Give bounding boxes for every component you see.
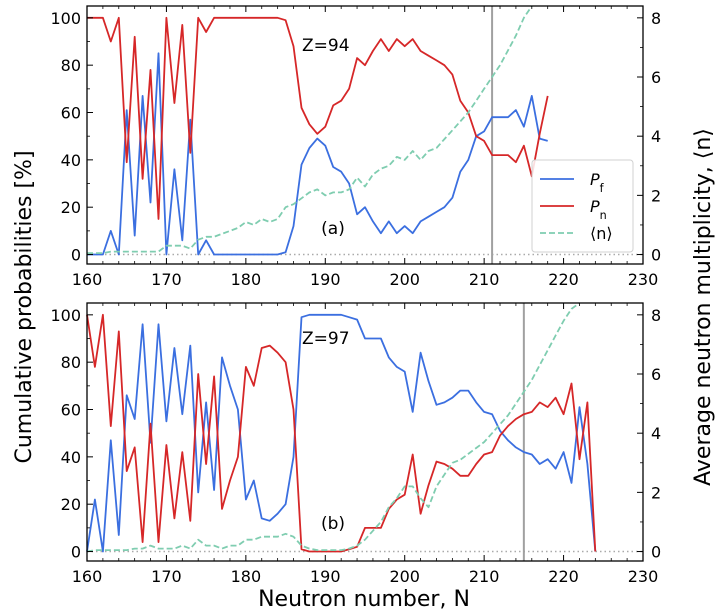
y-left-tick-label: 100 xyxy=(50,9,81,28)
y-left-tick-label: 100 xyxy=(50,306,81,325)
legend-box xyxy=(531,159,634,253)
legend-label-1: Pn xyxy=(590,197,607,222)
x-tick-label: 190 xyxy=(310,270,341,289)
y-left-tick-label: 80 xyxy=(61,56,81,75)
x-tick-label: 200 xyxy=(389,567,420,586)
x-tick-label: 230 xyxy=(628,567,659,586)
y-right-tick-label: 8 xyxy=(651,9,661,28)
x-tick-label: 160 xyxy=(72,270,103,289)
y-right-tick-label: 6 xyxy=(651,68,661,87)
y-left-tick-label: 60 xyxy=(61,104,81,123)
y-left-tick-label: 0 xyxy=(71,543,81,562)
y-left-tick-label: 60 xyxy=(61,401,81,420)
x-tick-label: 220 xyxy=(548,270,579,289)
x-tick-label: 220 xyxy=(548,567,579,586)
annotation-z: Z=94 xyxy=(302,36,350,56)
legend-label-0: Pf xyxy=(590,170,605,195)
x-tick-label: 210 xyxy=(469,567,500,586)
x-tick-label: 170 xyxy=(151,270,182,289)
x-tick-label: 210 xyxy=(469,270,500,289)
ylabel-left: Cumulative probabilities [%] xyxy=(12,150,37,463)
xlabel: Neutron number, N xyxy=(258,587,470,612)
legend-label-2: ⟨n⟩ xyxy=(590,224,613,243)
y-left-tick-label: 40 xyxy=(61,151,81,170)
x-tick-label: 200 xyxy=(389,270,420,289)
plot-frame xyxy=(86,5,644,265)
y-right-tick-label: 4 xyxy=(651,127,661,146)
y-right-tick-label: 8 xyxy=(651,306,661,325)
x-tick-label: 160 xyxy=(72,567,103,586)
x-tick-label: 180 xyxy=(231,270,262,289)
y-left-tick-label: 20 xyxy=(61,198,81,217)
x-tick-label: 170 xyxy=(151,567,182,586)
x-tick-label: 180 xyxy=(231,567,262,586)
y-right-tick-label: 2 xyxy=(651,483,661,502)
series-line-a-1 xyxy=(87,16,549,220)
series-line-b-2 xyxy=(86,302,581,553)
y-right-tick-label: 0 xyxy=(651,543,661,562)
y-left-tick-label: 0 xyxy=(71,246,81,265)
annotation-z: Z=97 xyxy=(302,329,350,349)
x-tick-label: 230 xyxy=(628,270,659,289)
y-left-tick-label: 40 xyxy=(61,448,81,467)
series-line-a-0 xyxy=(87,52,548,256)
series-line-b-0 xyxy=(86,313,597,553)
y-right-tick-label: 6 xyxy=(651,365,661,384)
x-tick-label: 190 xyxy=(310,567,341,586)
y-right-tick-label: 0 xyxy=(651,246,661,265)
panel-b: 160 170 180 190 200 210 220 230 0 20 40 60 80 100 0 2 4 6… xyxy=(50,302,661,586)
plot-frame xyxy=(86,302,644,562)
y-left-tick-label: 80 xyxy=(61,353,81,372)
y-right-tick-label: 2 xyxy=(651,186,661,205)
ylabel-right: Average neutron multiplicity, ⟨n⟩ xyxy=(691,128,716,486)
panel-a: 160 170 180 190 200 210 220 230 0 20 40 60 80 100 0 2 4 6… xyxy=(50,5,661,289)
series-line-b-1 xyxy=(86,313,597,553)
panel-label: (a) xyxy=(321,219,345,239)
panel-label: (b) xyxy=(321,514,345,534)
series-line-a-2 xyxy=(87,5,533,255)
y-left-tick-label: 20 xyxy=(61,495,81,514)
y-right-tick-label: 4 xyxy=(651,424,661,443)
